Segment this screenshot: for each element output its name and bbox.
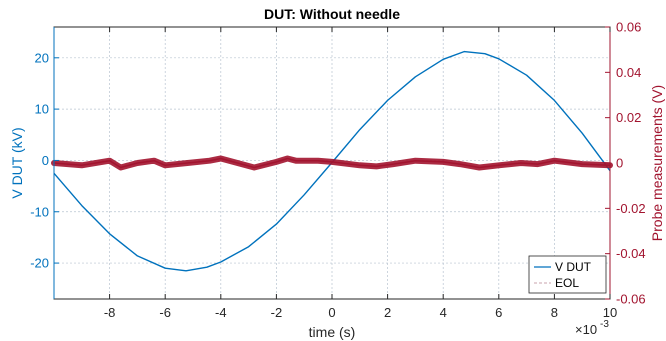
left-tick-label: 10 [35,102,49,117]
x-axis-label: time (s) [309,324,356,340]
left-tick-label: 20 [35,50,49,65]
x-tick-label: 6 [495,305,502,320]
left-tick-label: 0 [42,153,49,168]
legend-label-eol: EOL [555,276,579,290]
right-tick-label: 0 [616,156,623,171]
x-tick-label: 2 [384,305,391,320]
chart-title: DUT: Without needle [264,6,400,22]
left-axis: -20 -10 0 10 20 [30,27,59,299]
right-tick-label: 0.04 [616,65,641,80]
x-tick-label: -8 [104,305,116,320]
right-axis: -0.06 -0.04 -0.02 0 0.02 0.04 0.06 [605,20,646,307]
x-exponent-base: ×10 [575,322,597,337]
right-tick-label: -0.04 [616,246,646,261]
x-tick-label: 0 [328,305,335,320]
x-tick-label: -2 [271,305,283,320]
x-tick-label: -6 [159,305,171,320]
x-tick-label: -4 [215,305,227,320]
x-tick-label: 10 [603,305,617,320]
series-line-eol [53,157,611,169]
x-axis: -8 -6 -4 -2 0 2 4 6 8 10 [104,27,617,320]
right-tick-label: -0.06 [616,292,646,307]
y-axis-label-left: V DUT (kV) [9,127,25,198]
right-tick-label: 0.02 [616,110,641,125]
left-tick-label: -10 [30,204,49,219]
legend-label-v-dut: V DUT [555,260,592,274]
x-tick-label: 4 [440,305,447,320]
x-exponent-power: -3 [600,319,609,330]
x-tick-label: 8 [551,305,558,320]
right-tick-label: 0.06 [616,20,641,35]
left-tick-label: -20 [30,256,49,271]
right-tick-label: -0.02 [616,201,646,216]
legend: V DUT EOL [528,255,607,294]
y-axis-label-right: Probe measurements (V) [649,85,665,241]
series-layer [51,50,613,272]
legend-box [528,255,607,294]
